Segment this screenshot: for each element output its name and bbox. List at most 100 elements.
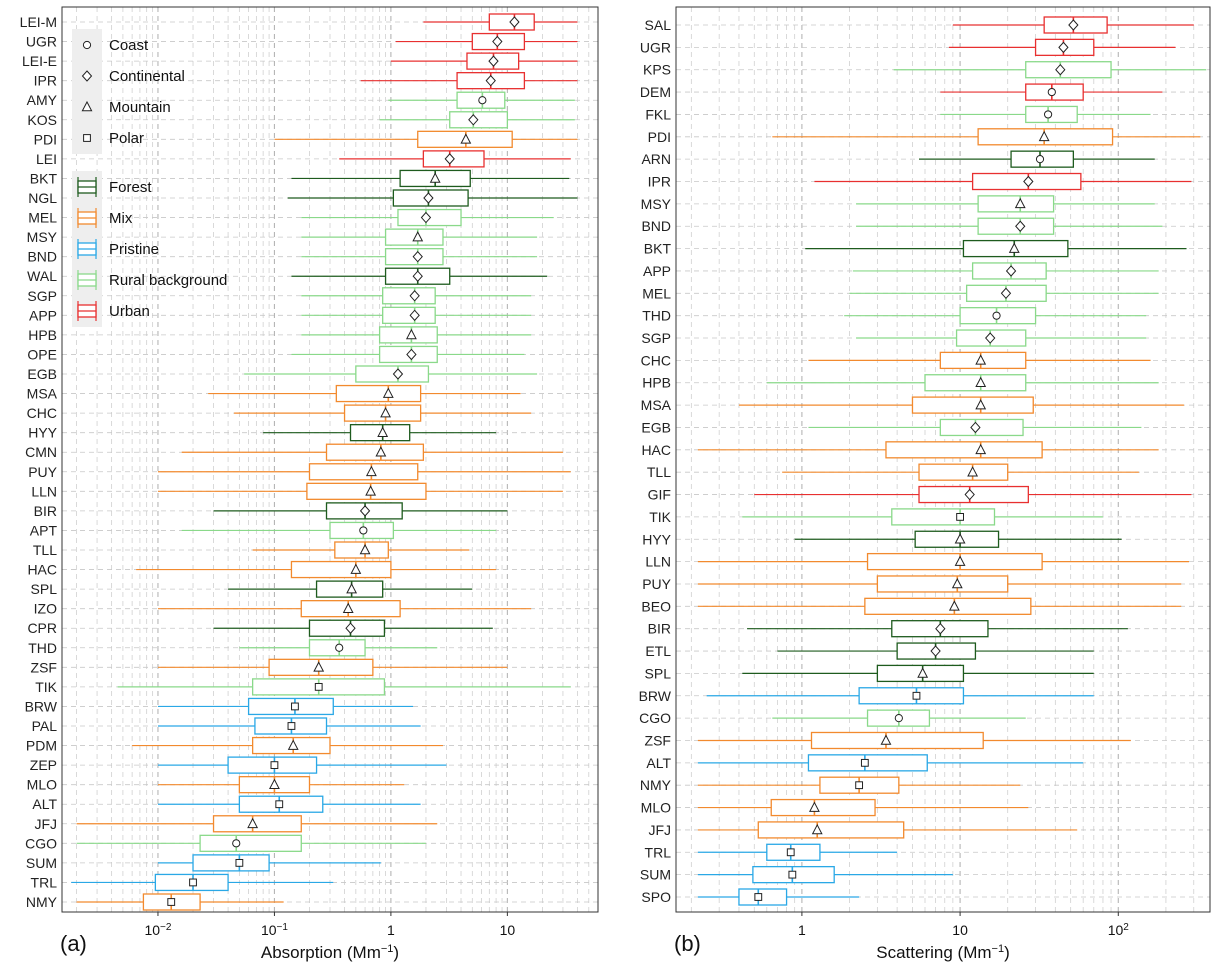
station-box <box>181 443 563 461</box>
site-type-marker <box>314 682 323 691</box>
station-label: HYY <box>28 425 57 441</box>
station-box <box>291 345 525 364</box>
site-type-marker <box>409 309 420 322</box>
site-type-marker <box>359 526 368 535</box>
iqr-box <box>384 228 444 246</box>
station-box <box>239 639 438 657</box>
legend-label: Polar <box>109 130 144 147</box>
station-box <box>697 888 860 906</box>
station-label: MSY <box>27 229 58 245</box>
station-label: PUY <box>642 576 671 592</box>
station-box <box>423 13 578 31</box>
site-type-marker <box>468 114 479 126</box>
site-type-marker <box>975 399 987 410</box>
station-label: JFJ <box>34 816 57 832</box>
station-box <box>772 128 1201 146</box>
station-label: BIR <box>648 621 671 637</box>
station-label: SUM <box>640 867 671 883</box>
station-box <box>76 815 438 833</box>
legend-label: Mix <box>109 210 133 227</box>
site-type-marker <box>492 35 503 48</box>
station-box <box>301 248 538 266</box>
iqr-box <box>308 463 419 481</box>
station-box <box>390 52 578 70</box>
station-label: BRW <box>25 698 58 714</box>
legend-label: Continental <box>109 68 185 85</box>
site-type-marker <box>365 465 377 477</box>
station-box <box>76 834 426 852</box>
x-axis-title-text: Absorption (Mm <box>261 943 381 962</box>
site-type-marker <box>1005 265 1017 277</box>
iqr-box <box>770 798 876 817</box>
station-label: MSA <box>641 397 672 413</box>
site-type-marker <box>894 714 903 723</box>
panel-border <box>61 6 599 913</box>
station-box <box>697 843 898 861</box>
station-label: LEI <box>36 151 57 167</box>
iqr-box <box>891 508 996 526</box>
station-label: TLL <box>647 464 671 480</box>
station-box <box>697 754 1084 772</box>
site-type-marker <box>811 823 823 835</box>
station-label: MEL <box>28 210 57 226</box>
iqr-box <box>858 687 965 705</box>
tick-base: 1 <box>387 922 395 938</box>
station-box <box>849 284 1159 302</box>
station-box <box>852 262 1159 280</box>
iqr-box <box>977 195 1055 213</box>
station-label: BIR <box>34 503 57 519</box>
station-box <box>856 195 1155 213</box>
iqr-box <box>876 575 1009 593</box>
station-label: ARN <box>641 151 671 167</box>
site-type-marker <box>345 622 356 634</box>
site-type-marker <box>912 691 921 700</box>
station-label: TIK <box>35 679 57 695</box>
iqr-box <box>939 418 1024 437</box>
site-type-marker <box>444 153 455 165</box>
site-type-marker <box>488 55 499 67</box>
station-label: IPR <box>648 174 671 190</box>
station-label: BKT <box>30 170 58 186</box>
station-label: UGR <box>640 39 671 55</box>
station-label: BND <box>27 249 57 265</box>
legend-marker-continental <box>81 70 93 82</box>
station-label: CGO <box>639 710 671 726</box>
station-box <box>697 597 1182 615</box>
station-label: ETL <box>645 643 671 659</box>
station-label: LLN <box>645 554 671 570</box>
site-type-marker <box>409 290 420 302</box>
station-label: PDI <box>34 131 57 147</box>
site-type-marker <box>985 332 996 344</box>
station-box <box>263 424 497 442</box>
station-label: MSY <box>641 196 672 212</box>
site-type-marker <box>412 270 423 282</box>
legend-marker-polar <box>83 134 91 142</box>
tick-exponent: −1 <box>277 922 289 933</box>
iqr-box <box>757 821 905 839</box>
station-label: LEI-E <box>22 53 57 69</box>
x-axis-title: Scattering (Mm−1) <box>876 943 1009 962</box>
station-label: BKT <box>644 241 672 257</box>
site-type-marker <box>377 426 389 437</box>
iqr-box <box>290 560 392 579</box>
panel-label: (a) <box>60 931 87 956</box>
site-type-marker <box>420 211 432 224</box>
station-label: CHC <box>27 405 57 421</box>
site-type-marker <box>346 583 358 594</box>
station-label: SPL <box>31 581 58 597</box>
station-box <box>157 776 405 794</box>
station-box <box>777 642 1094 660</box>
iqr-box <box>918 463 1009 481</box>
station-box <box>157 697 414 716</box>
site-type-marker <box>1043 110 1053 119</box>
station-label: MEL <box>642 285 671 301</box>
site-type-marker <box>809 801 820 812</box>
site-type-marker <box>1038 130 1050 142</box>
station-box <box>208 384 521 403</box>
site-type-marker <box>964 488 975 501</box>
site-type-marker <box>956 512 964 521</box>
station-label: CMN <box>25 444 57 460</box>
x-tick-label: 102 <box>1108 922 1130 939</box>
site-type-marker <box>167 898 176 906</box>
station-box <box>132 736 443 755</box>
